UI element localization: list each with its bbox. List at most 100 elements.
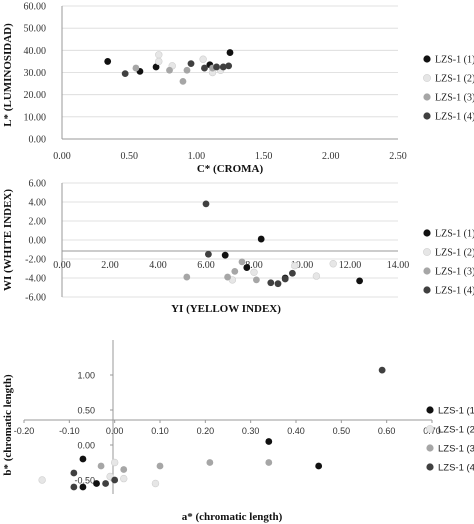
x-tick-label: 0.00 [106,426,124,436]
y-tick-label: -4.00 [25,274,46,285]
data-point-series-2 [151,479,160,488]
y-tick-label: 4.00 [29,198,47,209]
legend-label: LZS-1 (1) [438,406,474,417]
legend-marker [426,463,434,471]
legend-label: LZS-1 (3) [435,93,474,104]
data-point-series-3 [179,77,187,85]
data-point-series-4 [205,250,212,258]
y-axis-title: WI (WHITE INDEX) [2,189,14,291]
legend-label: LZS-1 (2) [435,74,474,85]
x-tick-label: 0.10 [151,426,169,436]
x-tick-label: 12.00 [339,260,362,271]
data-point-series-4 [70,483,78,491]
data-point-series-4 [267,279,275,287]
data-point-series-3 [238,258,246,266]
x-tick-label: 0.50 [333,426,351,436]
data-point-series-4 [202,200,210,208]
legend-marker [423,55,431,63]
data-point-series-1 [152,63,160,71]
y-axis-title: b* (chromatic length) [2,374,14,476]
data-point-series-4 [201,64,208,72]
legend-label: LZS-1 (2) [438,425,474,436]
x-axis-title: YI (YELLOW INDEX) [171,303,281,315]
y-tick-label: -0.50 [74,476,95,486]
legend-marker [423,74,431,82]
x-tick-label: 2.50 [389,151,407,162]
legend-marker [426,425,434,433]
y-axis-title: L* (LUMINOSIDAD) [2,23,14,127]
data-point-series-4 [121,70,129,78]
x-tick-label: 0.50 [120,151,138,162]
data-point-series-2 [110,458,119,467]
y-tick-label: 0.00 [77,441,95,451]
y-tick-label: 10.00 [24,112,47,123]
y-tick-label: 0.50 [77,406,95,416]
data-point-series-4 [187,60,195,68]
legend-marker [423,93,431,101]
y-tick-label: 20.00 [24,90,47,101]
chart-panel-2: -6.00 -4.00 -2.00 0.00 2.00 4.00 6.00 0.00 2.00 4… [2,179,474,316]
legend-marker [426,444,434,452]
y-tick-label: 30.00 [24,68,47,79]
x-tick-label: -0.10 [59,426,80,436]
data-point-series-4 [225,62,233,70]
legend-marker [423,229,431,237]
legend-label: LZS-1 (3) [435,267,474,278]
data-point-series-1 [79,483,87,491]
data-point-series-2 [120,474,128,483]
data-point-series-3 [97,462,105,470]
data-point-series-4 [213,63,220,71]
x-tick-label: 14.00 [387,260,410,271]
data-point-series-3 [265,459,273,466]
x-tick-label: 1.00 [188,151,206,162]
x-tick-label: 0.00 [53,260,71,271]
data-point-series-3 [231,267,239,275]
data-point-series-2 [312,272,321,280]
data-point-series-4 [289,269,296,277]
data-point-series-3 [224,273,232,281]
data-point-series-4 [70,469,78,477]
y-tick-label: 2.00 [29,217,47,228]
data-point-series-1 [93,480,100,487]
legend-marker [423,267,431,275]
x-axis-title: C* (CROMA) [197,163,264,175]
data-point-series-1 [79,455,87,463]
data-point-series-2 [155,57,163,66]
x-tick-label: 6.00 [197,260,215,271]
data-point-series-3 [253,276,260,284]
x-tick-label: 10.00 [291,260,314,271]
data-point-series-2 [38,476,46,484]
x-tick-label: 4.00 [149,260,167,271]
x-tick-label: 2.00 [101,260,119,271]
legend-marker [426,406,434,414]
legend-label: LZS-1 (4) [435,286,474,297]
data-point-series-2 [291,261,299,270]
chart-panel-3: -0.50 0.00 0.50 1.00 -0.20 -0.10 0.00 0.10 0.20 0… [2,340,474,523]
y-tick-label: 50.00 [24,24,47,35]
x-tick-label: 0.60 [378,426,396,436]
data-point-series-4 [378,366,386,374]
legend-label: LZS-1 (4) [435,112,474,123]
data-point-series-3 [120,466,128,473]
data-point-series-1 [104,58,112,65]
chart-panel-1: 0.00 10.00 20.00 30.00 40.00 50.00 60.00 0.00 0.… [2,2,474,176]
x-tick-label: 0.40 [287,426,305,436]
legend-label: LZS-1 (2) [435,248,474,259]
x-tick-label: 1.50 [255,151,273,162]
y-tick-label: 1.00 [77,371,95,381]
data-point-series-4 [111,476,119,484]
legend-label: LZS-1 (4) [438,463,474,474]
x-tick-label: 0.00 [53,151,71,162]
data-point-series-3 [156,462,164,470]
data-point-series-4 [274,280,282,288]
data-point-series-4 [281,275,289,283]
data-point-series-3 [132,64,140,72]
legend-label: LZS-1 (3) [438,444,474,455]
data-point-series-2 [329,260,337,268]
data-point-series-2 [155,51,163,59]
y-tick-label: -2.00 [25,255,46,266]
y-tick-label: 0.00 [29,236,47,247]
legend-marker [423,112,431,120]
